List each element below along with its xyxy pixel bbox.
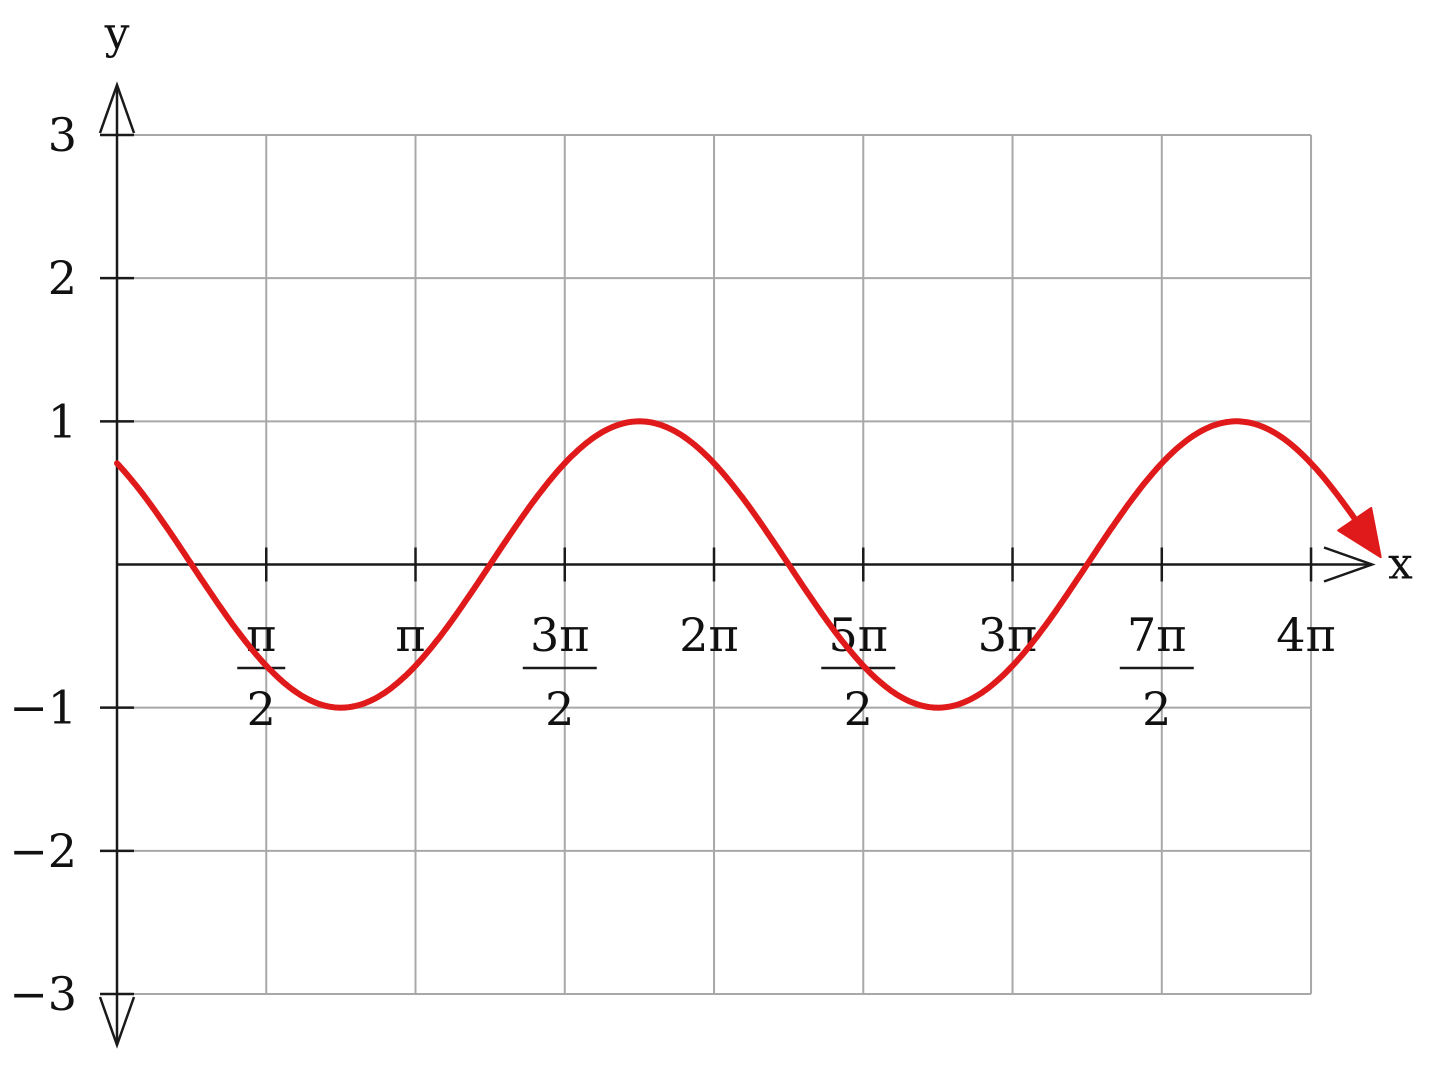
y-axis-label: y: [104, 8, 130, 59]
y-tick-label: 2: [48, 251, 77, 305]
y-axis-arrow-down: [98, 996, 136, 1049]
x-tick-label-numerator: 7π: [1127, 608, 1187, 662]
axes: [98, 81, 1376, 1049]
x-tick-label: 2π: [679, 608, 739, 662]
x-tick-label-denominator: 2: [1142, 682, 1171, 736]
y-tick-label: −2: [9, 824, 77, 878]
curve-group: [114, 418, 1382, 711]
x-axis-arrow: [1323, 546, 1376, 583]
x-tick-label-numerator: 3π: [530, 608, 590, 662]
y-tick-label: −1: [9, 681, 77, 735]
x-tick-label-denominator: 2: [247, 682, 276, 736]
x-axis-label: x: [1388, 539, 1413, 590]
x-tick-label: 3π: [978, 608, 1038, 662]
y-tick-label: 1: [48, 394, 77, 448]
series-end-arrow: [1337, 506, 1382, 559]
x-tick-label: 4π: [1276, 608, 1336, 662]
y-tick-label: 3: [48, 108, 77, 162]
x-tick-label: π: [395, 608, 425, 662]
y-axis-arrow-up: [98, 81, 136, 134]
x-tick-label-numerator: π: [246, 608, 276, 662]
y-tick-labels: 3 2 1 −1 −2 −3: [9, 108, 134, 1021]
x-tick-label-denominator: 2: [545, 682, 574, 736]
series-line: [114, 418, 1363, 711]
x-tick-label-denominator: 2: [844, 682, 873, 736]
y-tick-label: −3: [9, 967, 77, 1021]
